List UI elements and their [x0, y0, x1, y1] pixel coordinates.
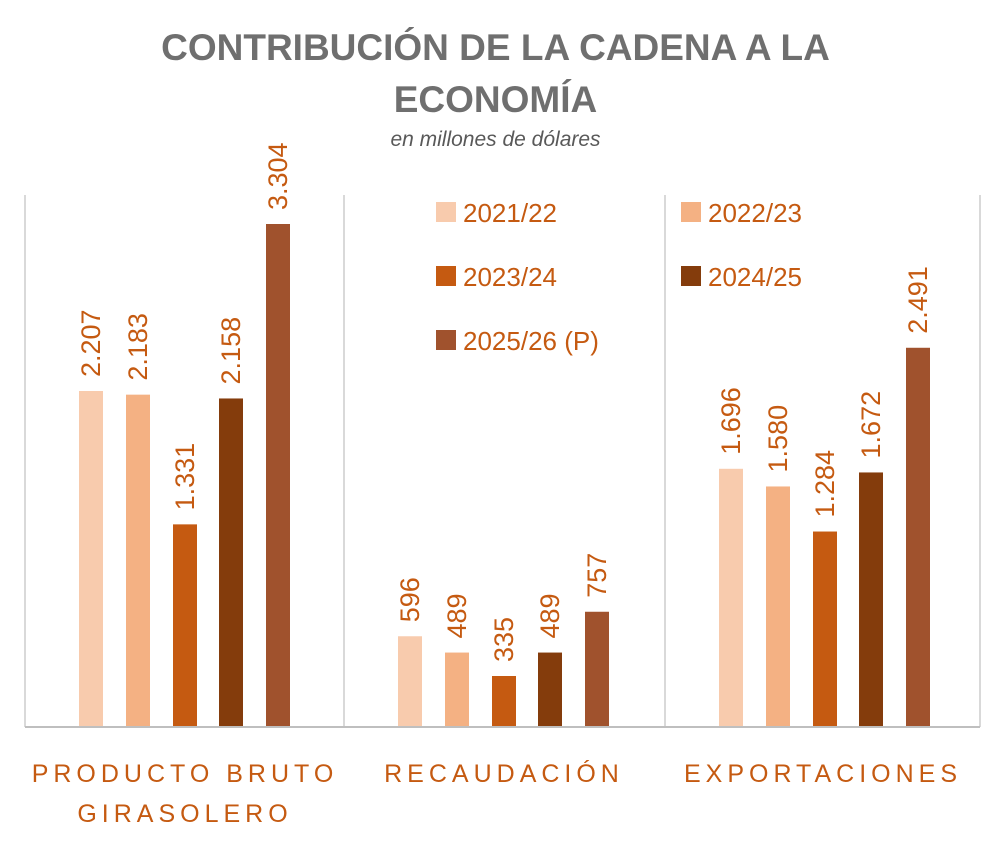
data-label: 335	[489, 617, 519, 662]
legend-swatch	[436, 202, 456, 222]
data-labels-group: 2.207 596 1.696 2.183 489 1.580 1.331 335 1.284 2…	[76, 142, 933, 662]
legend-label: 2023/24	[463, 262, 557, 292]
data-label: 489	[535, 593, 565, 638]
bar	[173, 524, 197, 727]
data-label: 596	[395, 577, 425, 622]
data-label: 2.158	[216, 317, 246, 385]
category-label: RECAUDACIÓN	[384, 759, 624, 788]
chart-title-line-2: ECONOMÍA	[393, 79, 598, 120]
bar	[445, 652, 469, 727]
data-label: 1.580	[763, 405, 793, 473]
category-label: PRODUCTO BRUTO	[32, 760, 339, 788]
chart-title: CONTRIBUCIÓN DE LA CADENA A LA ECONOMÍA	[0, 22, 991, 126]
data-label: 3.304	[263, 142, 293, 210]
data-label: 757	[582, 553, 612, 598]
category-labels-group: PRODUCTO BRUTO GIRASOLERO RECAUDACIÓN EXPOR…	[32, 759, 962, 828]
bar	[219, 398, 243, 727]
data-label: 2.491	[903, 266, 933, 334]
chart-title-line-1: CONTRIBUCIÓN DE LA CADENA A LA	[161, 27, 830, 68]
bar	[492, 675, 516, 727]
category-label: GIRASOLERO	[77, 800, 292, 828]
bar	[585, 611, 609, 727]
legend-label: 2022/23	[708, 198, 802, 228]
data-label: 2.183	[123, 313, 153, 381]
bar	[538, 652, 562, 727]
legend-label: 2025/26 (P)	[463, 326, 599, 356]
legend-swatch	[436, 330, 456, 350]
category-separators	[24, 195, 981, 727]
legend-swatch	[681, 202, 701, 222]
bar	[813, 531, 837, 727]
bar	[766, 486, 790, 727]
legend-label: 2024/25	[708, 262, 802, 292]
data-label: 1.284	[810, 450, 840, 518]
bar	[79, 391, 103, 727]
bars-group	[79, 224, 930, 727]
data-label: 489	[442, 593, 472, 638]
bar	[126, 394, 150, 727]
bar	[266, 224, 290, 727]
chart-subtitle: en millones de dólares	[390, 128, 601, 151]
bar	[859, 472, 883, 727]
legend-label: 2021/22	[463, 198, 557, 228]
bar	[719, 468, 743, 727]
data-label: 1.696	[716, 387, 746, 455]
data-label: 1.331	[170, 443, 200, 511]
legend-swatch	[436, 266, 456, 286]
data-label: 1.672	[856, 391, 886, 459]
legend: 2021/22 2022/23 2023/24 2024/25 2025/26 (P)	[436, 198, 802, 356]
bar	[398, 636, 422, 727]
data-label: 2.207	[76, 309, 106, 377]
bar	[906, 347, 930, 727]
legend-swatch	[681, 266, 701, 286]
category-label: EXPORTACIONES	[684, 760, 962, 788]
